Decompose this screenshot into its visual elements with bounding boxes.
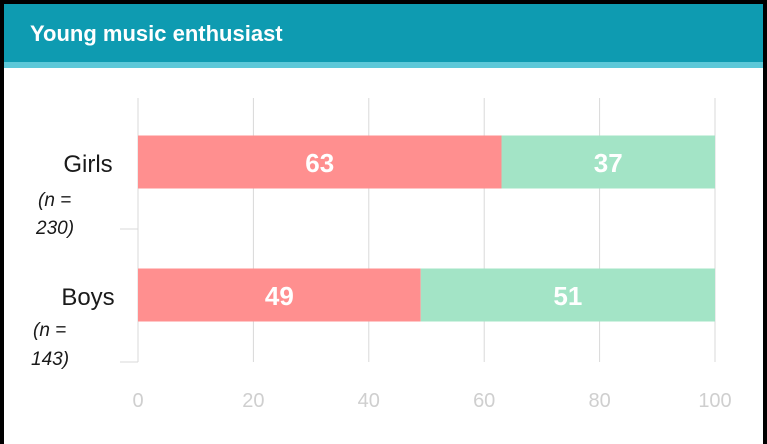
bar-segment — [138, 268, 421, 322]
data-label: 63 — [305, 148, 334, 178]
data-label: 37 — [594, 148, 623, 178]
x-tick-label: 60 — [473, 390, 495, 412]
x-tick-label: 100 — [698, 390, 731, 412]
category-label: Boys — [61, 284, 114, 311]
x-tick-label: 20 — [242, 390, 264, 412]
bar-segment — [138, 135, 502, 189]
bar-segment — [420, 268, 715, 322]
category-label: Girls — [63, 151, 112, 178]
category-sample-size: (n = — [33, 320, 66, 341]
bar-segment — [501, 135, 715, 189]
category-sample-size: 230) — [35, 218, 74, 239]
x-tick-label: 40 — [358, 390, 380, 412]
category-sample-size: (n = — [38, 190, 71, 211]
data-label: 51 — [553, 281, 582, 311]
x-tick-label: 80 — [588, 390, 610, 412]
category-sample-size: 143) — [31, 349, 69, 370]
chart-header: Young music enthusiast — [4, 4, 763, 68]
x-tick-label: 0 — [132, 390, 143, 412]
data-label: 49 — [265, 281, 294, 311]
chart-title: Young music enthusiast — [30, 21, 283, 46]
